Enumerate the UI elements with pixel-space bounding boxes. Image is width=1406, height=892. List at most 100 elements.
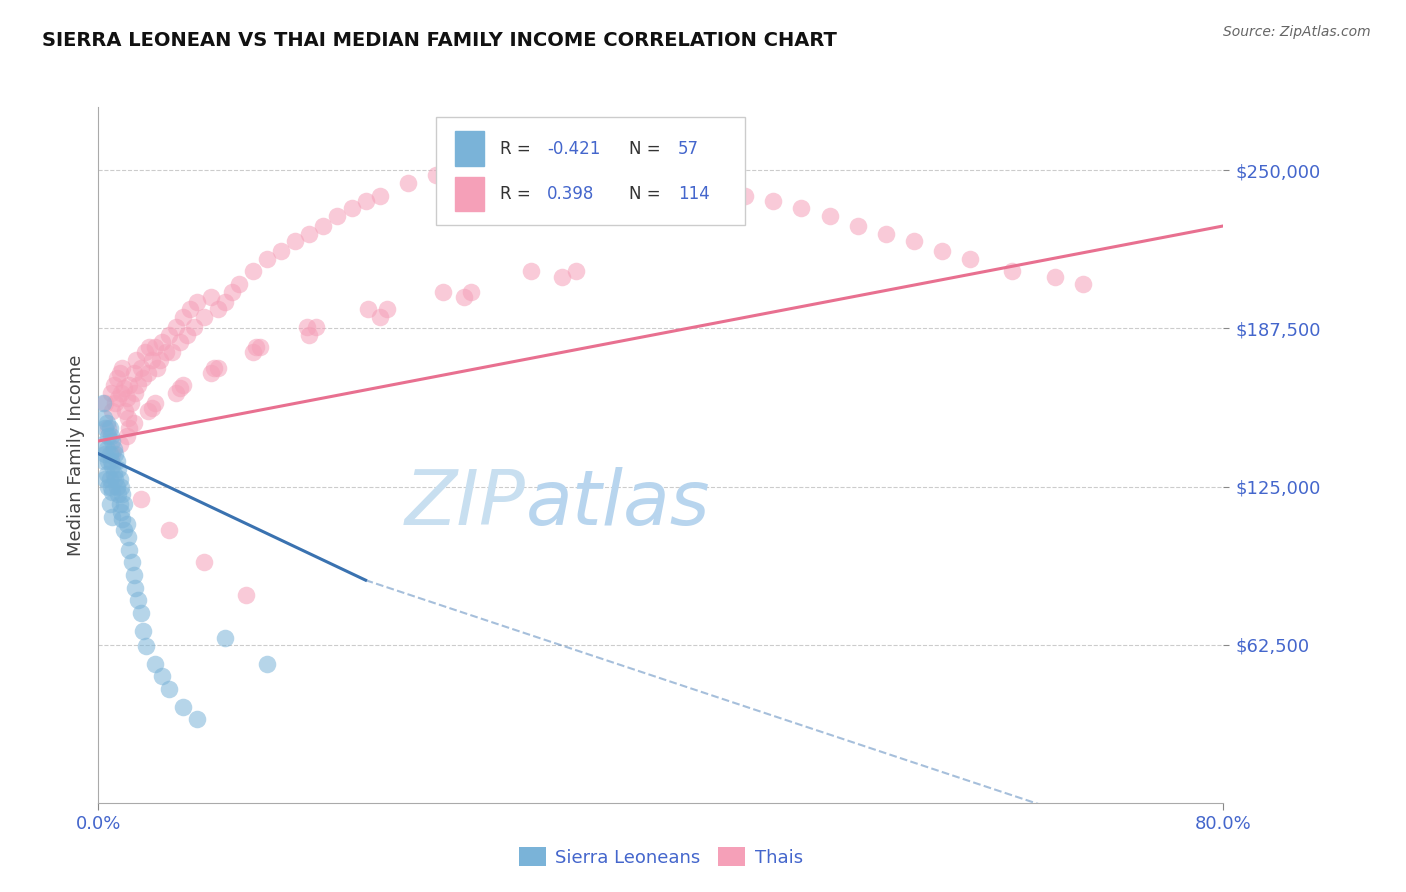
Point (98, 472, 121, 486)
Text: N =: N = (630, 140, 666, 158)
Point (108, 472, 131, 486)
Point (298, 227, 321, 241)
Point (101, 484, 124, 499)
Point (245, 340, 267, 354)
Point (242, 345, 264, 359)
Point (169, 381, 191, 395)
Point (150, 669, 173, 683)
Point (326, 209, 349, 223)
Point (132, 370, 155, 384)
Point (157, 523, 180, 537)
Point (1071, 277, 1094, 292)
Point (103, 378, 125, 392)
Point (111, 512, 134, 526)
Point (121, 556, 143, 570)
Point (762, 194, 785, 208)
FancyBboxPatch shape (436, 118, 745, 226)
Point (101, 509, 124, 524)
Point (875, 227, 897, 241)
Point (368, 310, 391, 324)
Point (650, 194, 672, 208)
Point (846, 219, 869, 233)
Point (105, 454, 128, 468)
Point (200, 290, 222, 304)
Point (172, 378, 194, 392)
Point (200, 366, 222, 380)
Text: R =: R = (501, 140, 536, 158)
Point (112, 523, 135, 537)
Point (122, 417, 145, 431)
Point (959, 252, 981, 266)
Text: 57: 57 (678, 140, 699, 158)
Point (122, 366, 145, 380)
Text: atlas: atlas (526, 467, 710, 541)
Point (101, 434, 124, 448)
Point (101, 447, 124, 461)
Point (111, 360, 134, 375)
Point (101, 403, 124, 417)
Point (107, 487, 129, 501)
Point (186, 712, 208, 726)
Point (509, 169, 531, 183)
Point (537, 184, 560, 198)
Point (453, 290, 475, 304)
Point (107, 462, 129, 476)
Point (103, 467, 125, 481)
Point (134, 345, 156, 359)
Point (105, 370, 128, 384)
Point (432, 285, 454, 299)
Point (193, 310, 215, 324)
Point (138, 340, 160, 354)
Point (111, 487, 134, 501)
Point (165, 320, 187, 334)
Point (98, 497, 121, 511)
Point (94, 396, 117, 410)
Point (110, 505, 132, 519)
Point (169, 335, 191, 350)
Point (221, 285, 243, 299)
Point (97, 429, 120, 443)
Point (118, 378, 141, 392)
Point (183, 320, 205, 334)
Point (298, 327, 321, 342)
Point (100, 454, 122, 468)
Point (96, 442, 118, 456)
Point (114, 403, 136, 417)
Point (143, 340, 166, 354)
Point (108, 436, 131, 450)
Text: Source: ZipAtlas.com: Source: ZipAtlas.com (1223, 25, 1371, 39)
Point (93, 454, 115, 468)
Text: N =: N = (630, 185, 666, 203)
Text: ZIP: ZIP (405, 467, 526, 541)
Point (100, 386, 122, 401)
Point (117, 411, 139, 425)
Point (100, 429, 122, 443)
Point (96, 467, 118, 481)
Point (129, 492, 152, 507)
Point (129, 360, 152, 375)
Point (790, 201, 813, 215)
Point (228, 277, 250, 292)
Point (132, 624, 155, 638)
Point (214, 632, 236, 646)
Point (94, 472, 117, 486)
Point (481, 176, 503, 190)
Point (118, 542, 141, 557)
Point (551, 269, 574, 284)
Point (97, 454, 120, 468)
Point (103, 442, 125, 456)
Y-axis label: Median Family Income: Median Family Income (66, 354, 84, 556)
Point (136, 403, 159, 417)
Point (98, 447, 121, 461)
Point (91, 396, 114, 410)
Point (117, 530, 139, 544)
Point (621, 178, 644, 193)
Point (396, 176, 419, 190)
Point (146, 360, 169, 375)
Point (97, 479, 120, 493)
Point (141, 353, 163, 368)
Point (565, 173, 588, 187)
Point (141, 401, 163, 416)
Point (94, 421, 117, 435)
Point (425, 169, 447, 183)
